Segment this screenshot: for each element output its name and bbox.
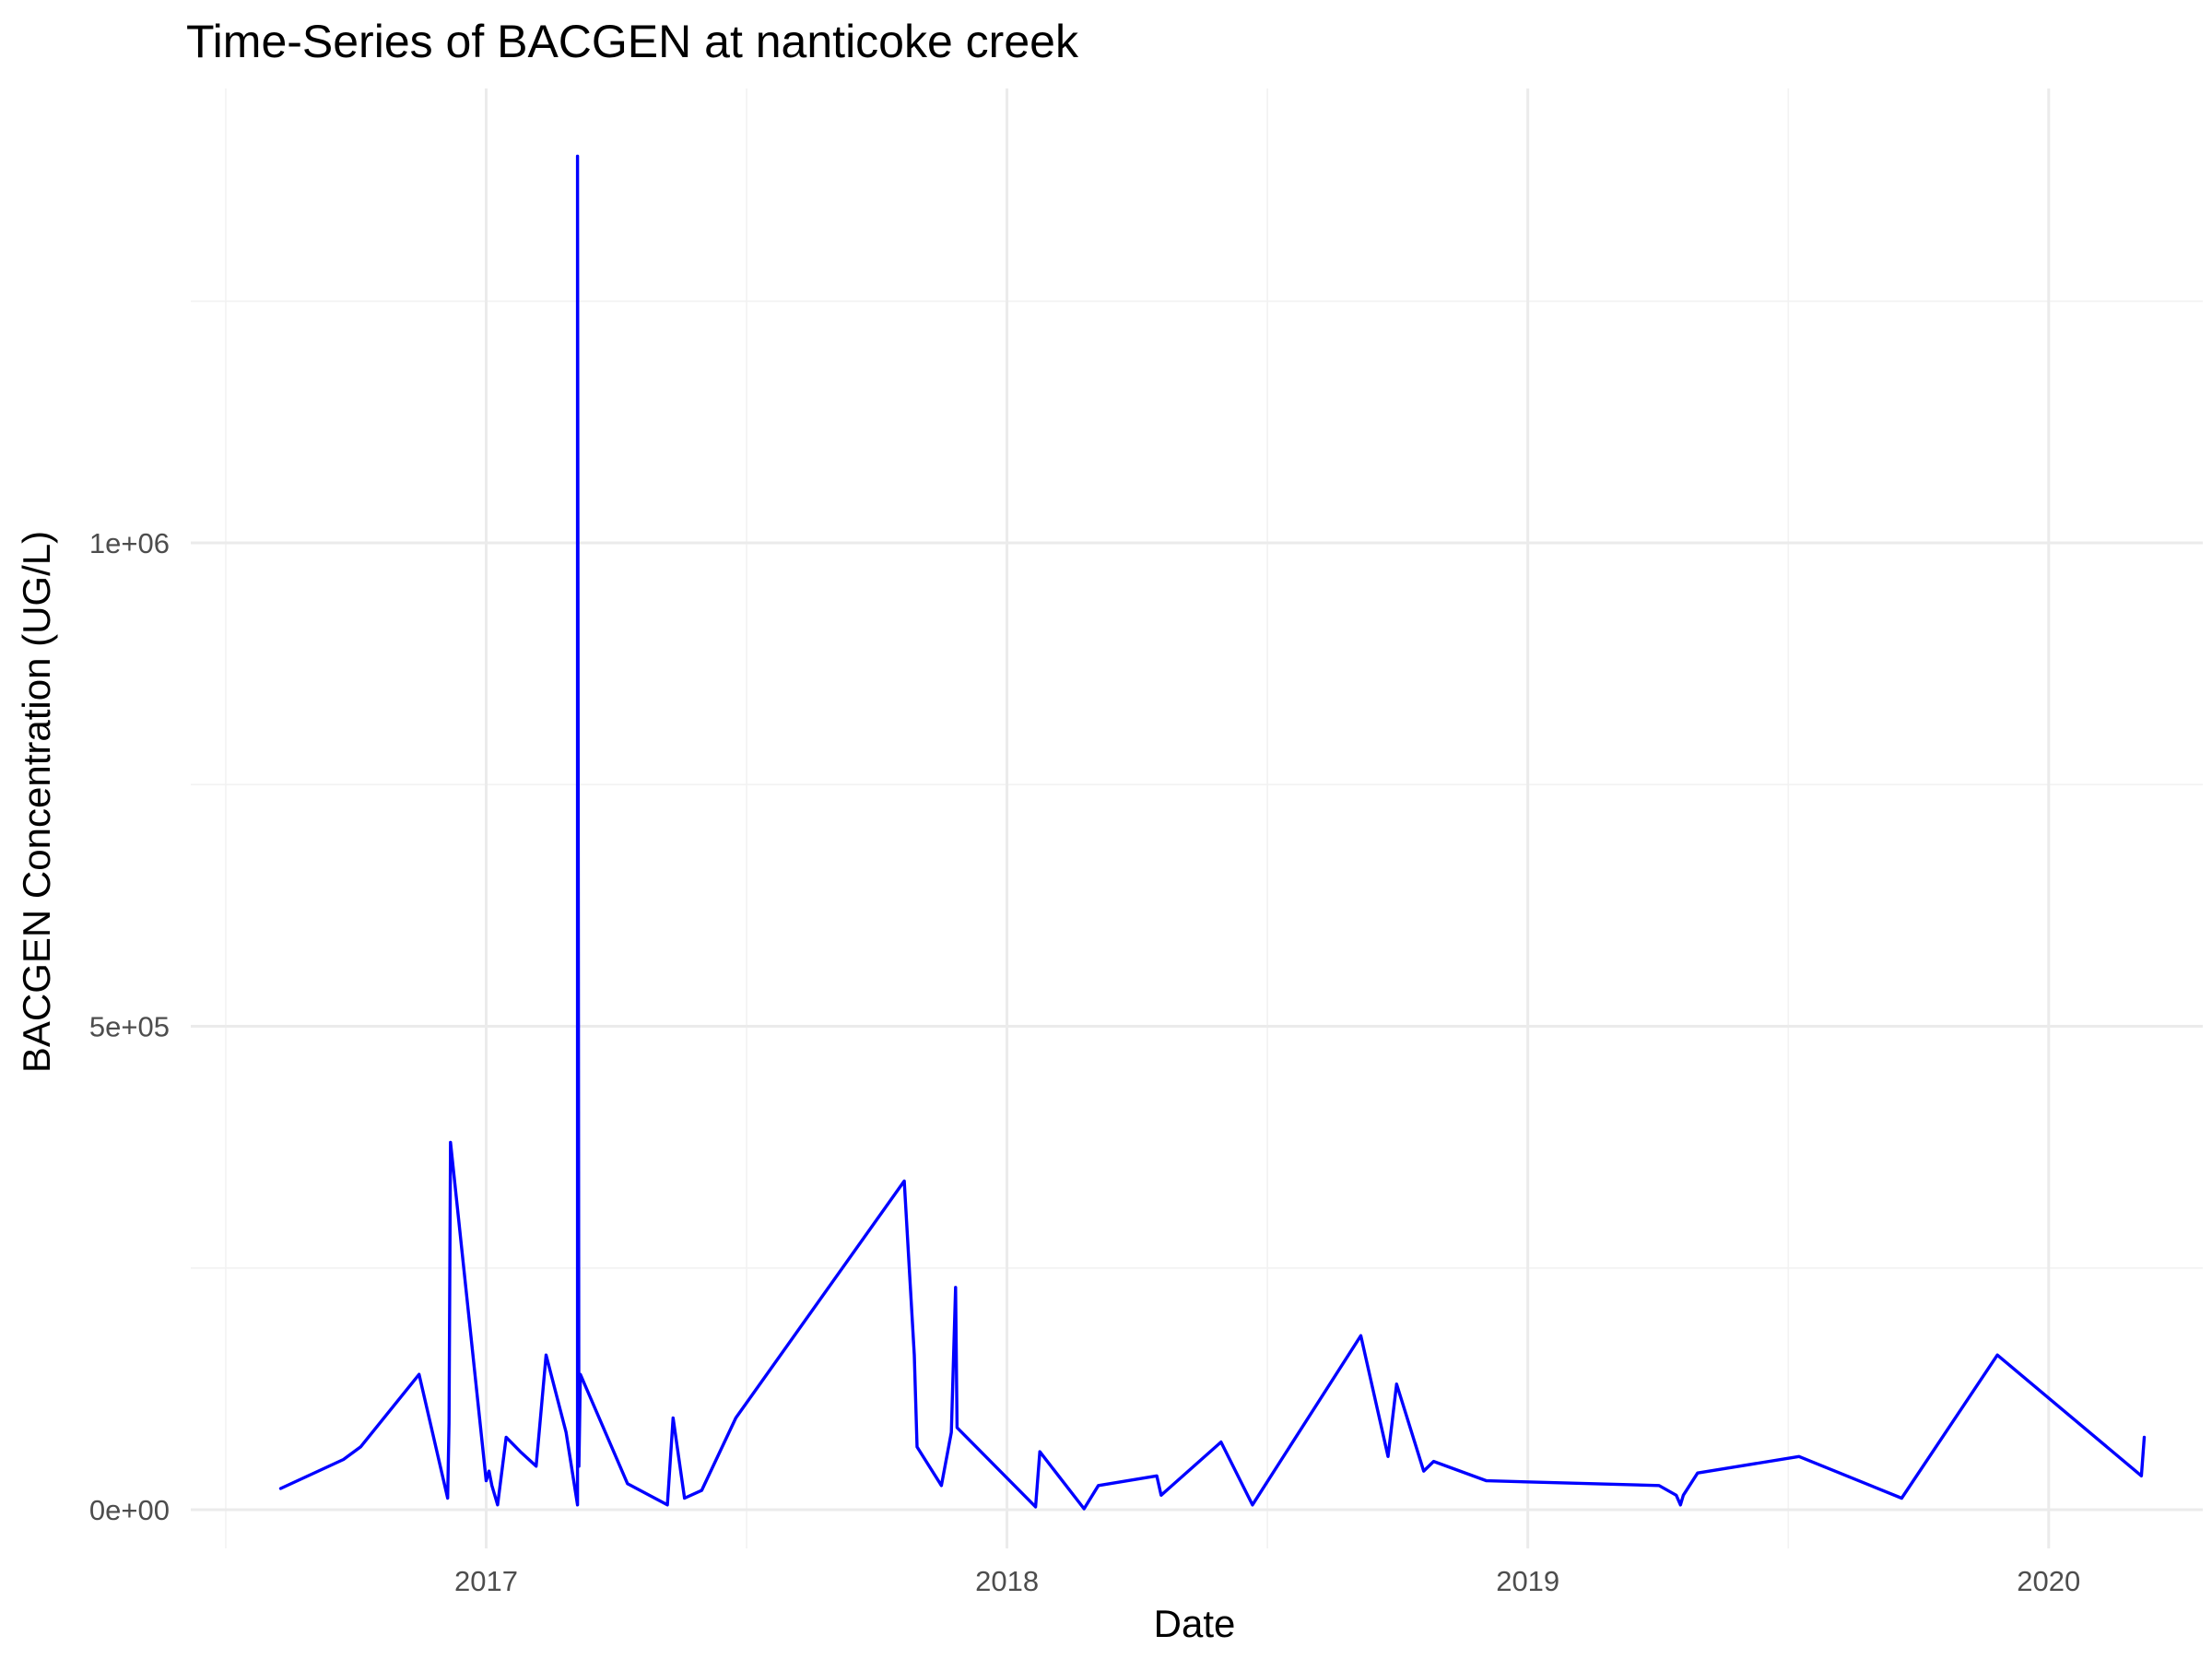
x-axis-tick-labels: 2017 2018 2019 2020 xyxy=(454,1565,2080,1597)
y-axis-title: BACGEN Concentration (UG/L) xyxy=(15,531,58,1073)
x-axis-title: Date xyxy=(1154,1602,1236,1645)
y-axis-tick-labels: 0e+00 5e+05 1e+06 xyxy=(89,527,170,1526)
series-line xyxy=(278,154,2147,1511)
y-tick-label: 0e+00 xyxy=(89,1494,170,1526)
x-tick-label: 2020 xyxy=(2017,1565,2080,1597)
chart-title: Time-Series of BACGEN at nanticoke creek xyxy=(186,16,1079,67)
y-tick-label: 1e+06 xyxy=(89,527,170,559)
series-group xyxy=(278,154,2147,1511)
grid xyxy=(191,88,2203,1548)
x-tick-label: 2017 xyxy=(454,1565,518,1597)
x-tick-label: 2018 xyxy=(975,1565,1039,1597)
y-tick-label: 5e+05 xyxy=(89,1011,170,1043)
x-tick-label: 2019 xyxy=(1496,1565,1559,1597)
